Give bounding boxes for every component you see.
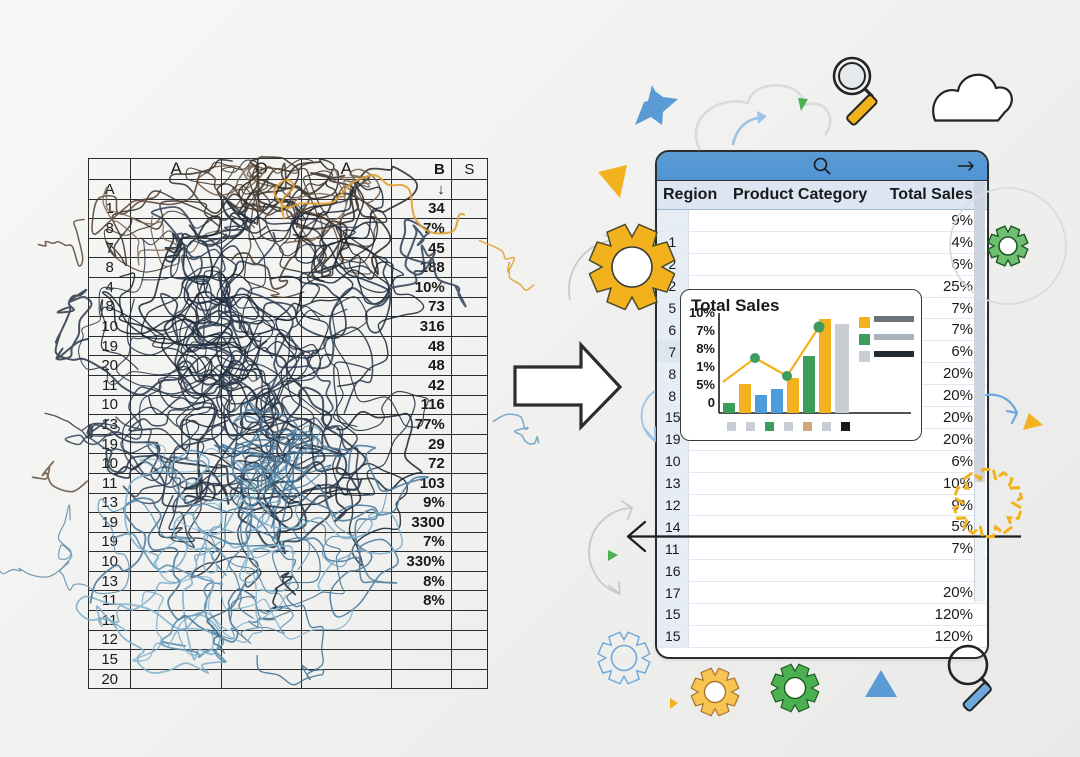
svg-text:0: 0 [708,395,715,410]
svg-text:1%: 1% [696,359,715,374]
svg-text:7%: 7% [696,323,715,338]
svg-text:8%: 8% [696,341,715,356]
svg-text:5%: 5% [696,377,715,392]
